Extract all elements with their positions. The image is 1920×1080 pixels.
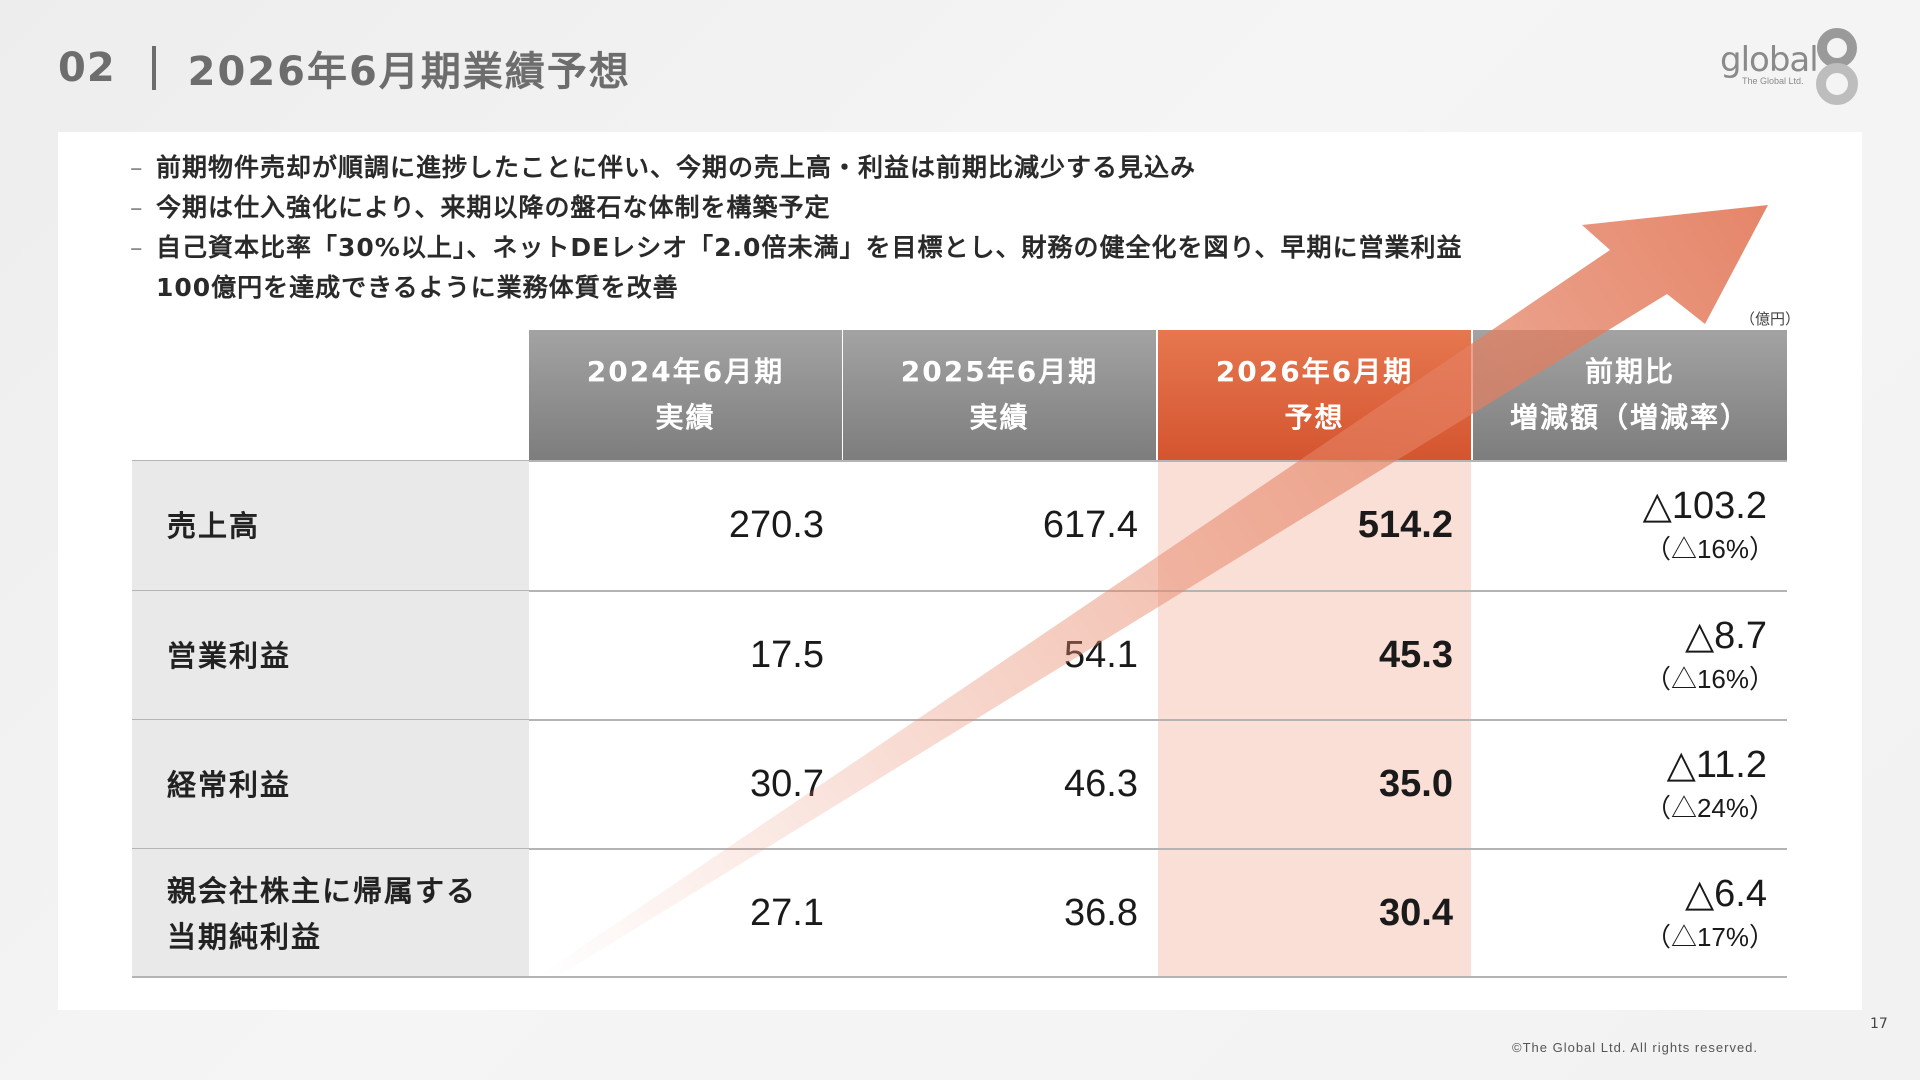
cell-change: △6.4 （△17%）: [1473, 849, 1787, 978]
column-header-fy2026: 2026年6月期 予想: [1158, 330, 1471, 460]
bullet-item: – 自己資本比率「30%以上」、ネットDEレシオ「2.0倍未満」を目標とし、財務の…: [130, 233, 1463, 302]
cell-fy2024: 27.1: [750, 892, 824, 934]
cell-change: △11.2 （△24%）: [1473, 720, 1787, 849]
page-number: 17: [1870, 1016, 1888, 1032]
table-row: 営業利益 17.5 54.1 45.3 △8.7 （△16%）: [132, 591, 1787, 720]
cell-change: △103.2 （△16%）: [1473, 461, 1787, 590]
cell-fy2026: 30.4: [1379, 892, 1453, 934]
header-divider: [151, 46, 156, 90]
slide-header: 02 2026年6月期業績予想: [58, 38, 631, 98]
cell-fy2026: 45.3: [1379, 634, 1453, 676]
cell-fy2026: 35.0: [1379, 763, 1453, 805]
column-header-fy2025: 2025年6月期 実績: [843, 330, 1156, 460]
logo-subtext: The Global Ltd.: [1742, 76, 1804, 86]
logo-g-mark-icon: [1816, 28, 1858, 105]
table-row: 経常利益 30.7 46.3 35.0 △11.2 （△24%）: [132, 720, 1787, 849]
cell-fy2025: 36.8: [1064, 892, 1138, 934]
column-header-change: 前期比 増減額（増減率）: [1473, 330, 1787, 460]
company-logo: global The Global Ltd.: [1718, 28, 1858, 108]
change-rate: （△17%）: [1644, 921, 1775, 952]
change-amount: △11.2: [1666, 743, 1767, 786]
cell-fy2025: 617.4: [1042, 504, 1138, 546]
row-label: 営業利益: [132, 591, 529, 720]
section-number: 02: [58, 45, 116, 91]
cell-fy2025: 46.3: [1064, 763, 1138, 805]
bullet-item: – 今期は仕入強化により、来期以降の盤石な体制を構築予定: [130, 193, 831, 222]
change-amount: △6.4: [1684, 872, 1767, 915]
change-rate: （△24%）: [1644, 792, 1775, 823]
copyright-text: ©The Global Ltd. All rights reserved.: [1512, 1040, 1759, 1055]
change-amount: △8.7: [1684, 614, 1767, 657]
column-header-fy2024: 2024年6月期 実績: [529, 330, 842, 460]
page-title: 2026年6月期業績予想: [187, 49, 631, 95]
cell-fy2026: 514.2: [1357, 504, 1453, 546]
table-row: 売上高 270.3 617.4 514.2 △103.2 （△16%）: [132, 461, 1787, 590]
forecast-table: 2024年6月期 実績 2025年6月期 実績 2026年6月期 予想 前期比 増減額（…: [132, 330, 1787, 978]
row-label: 経常利益: [132, 720, 529, 849]
unit-label: （億円）: [1740, 310, 1801, 328]
logo-wordmark: global: [1720, 40, 1819, 80]
change-rate: （△16%）: [1644, 663, 1775, 694]
table-row: 親会社株主に帰属する 当期純利益 27.1 36.8 30.4 △6.4 （△1…: [132, 849, 1787, 978]
row-label: 親会社株主に帰属する 当期純利益: [132, 849, 529, 978]
cell-change: △8.7 （△16%）: [1473, 591, 1787, 720]
row-label: 売上高: [132, 461, 529, 590]
bullet-item: – 前期物件売却が順調に進捗したことに伴い、今期の売上高・利益は前期比減少する見込…: [130, 153, 1197, 182]
table-divider: [132, 976, 1787, 978]
change-rate: （△16%）: [1644, 533, 1775, 564]
cell-fy2024: 17.5: [750, 634, 824, 676]
change-amount: △103.2: [1642, 484, 1767, 527]
cell-fy2025: 54.1: [1064, 634, 1138, 676]
cell-fy2024: 270.3: [728, 504, 824, 546]
bullet-list: – 前期物件売却が順調に進捗したことに伴い、今期の売上高・利益は前期比減少する見込…: [130, 148, 1670, 308]
cell-fy2024: 30.7: [750, 763, 824, 805]
